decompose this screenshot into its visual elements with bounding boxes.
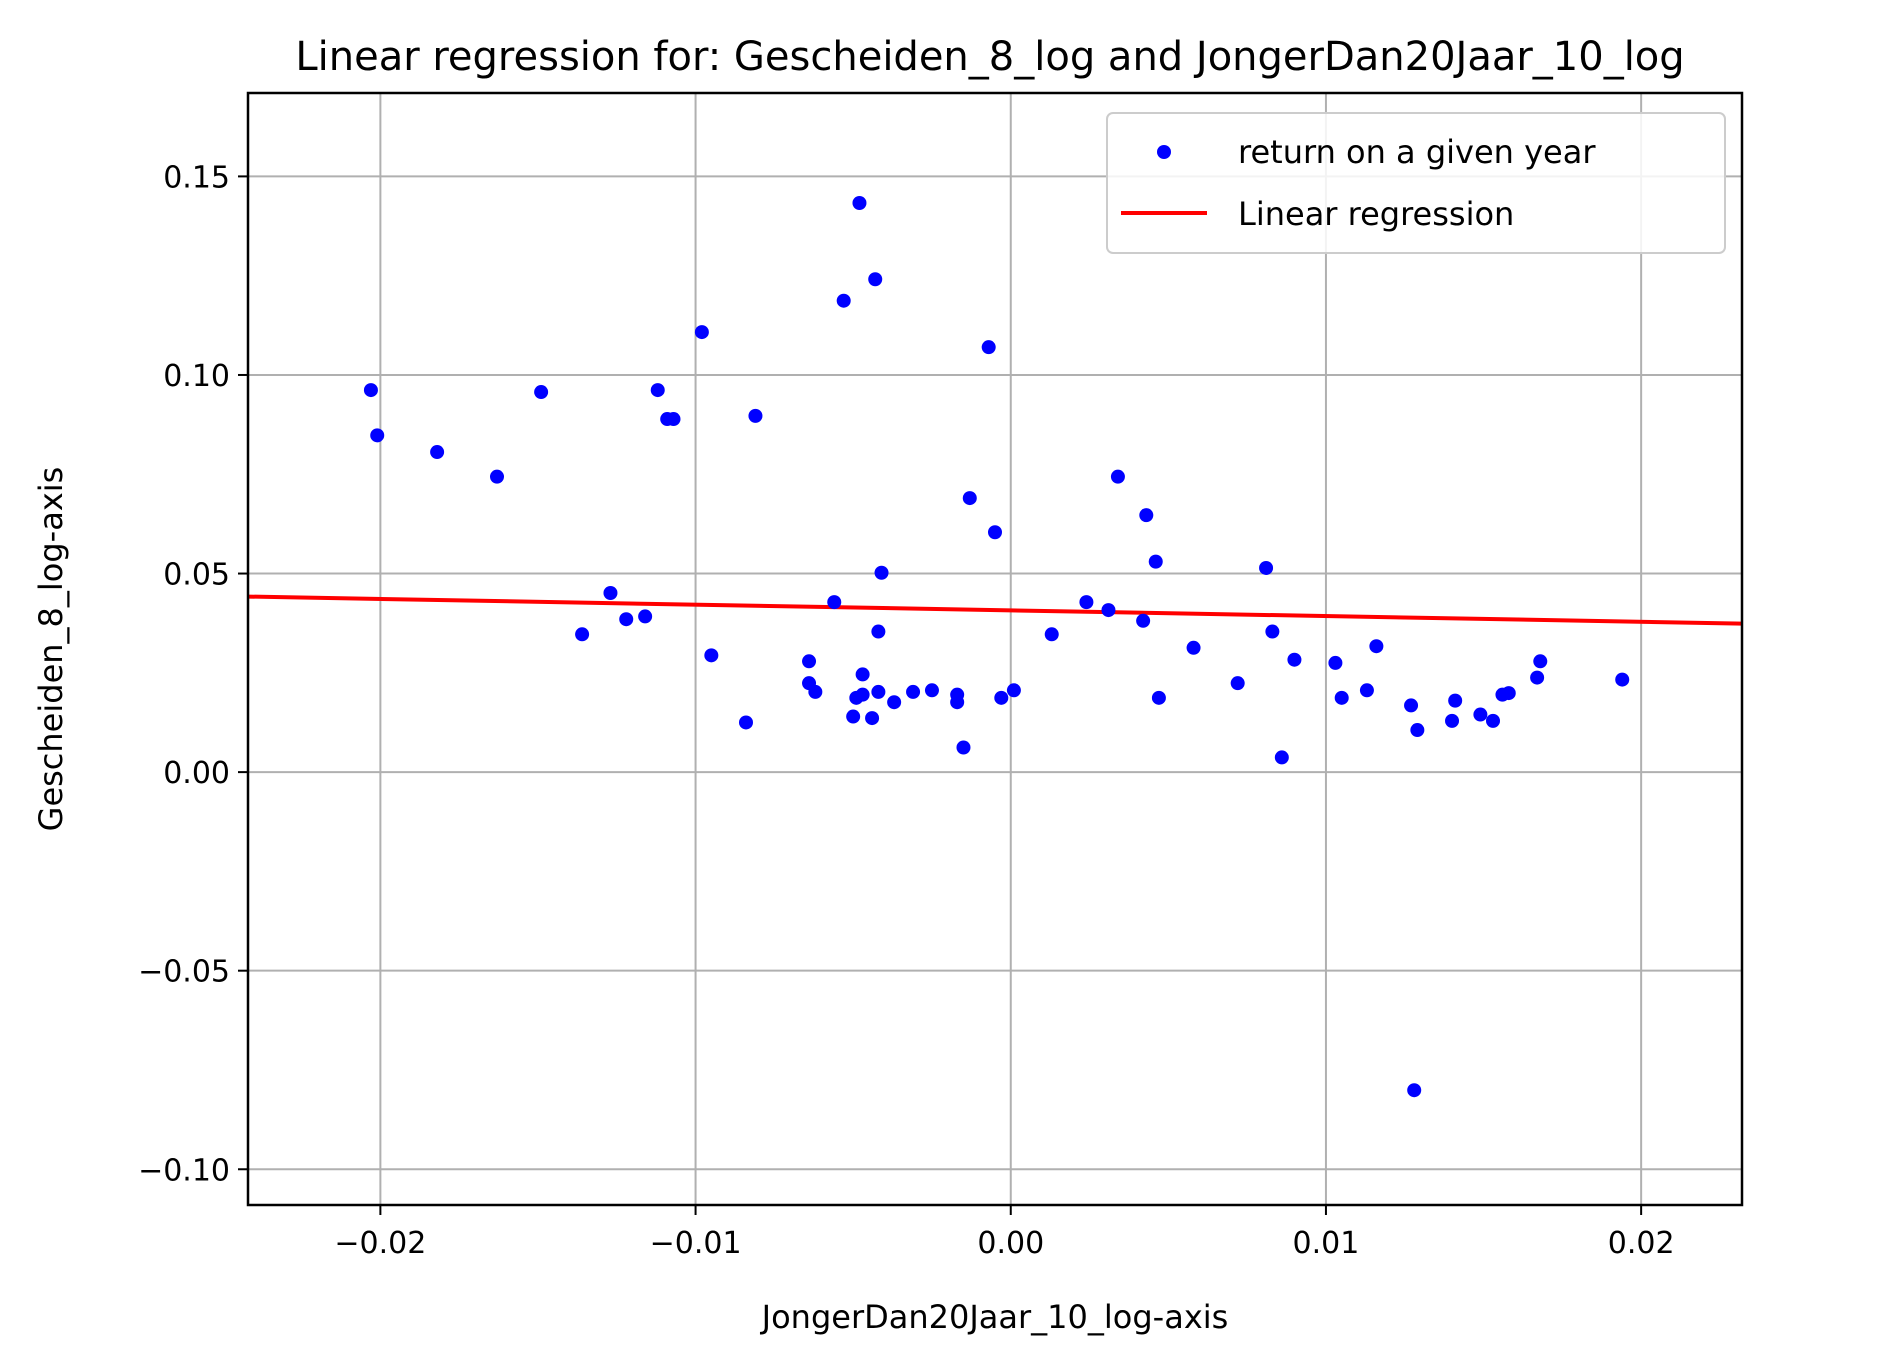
legend-label-regression: Linear regression [1238,195,1514,233]
x-axis-label: JongerDan20Jaar_10_log-axis [760,1298,1229,1336]
regression-line [247,594,1743,626]
data-point [1186,640,1201,655]
data-point [981,340,996,355]
data-point [1501,686,1516,701]
data-point [1448,693,1463,708]
data-point [748,408,763,423]
data-point [363,383,378,398]
data-point [1533,654,1548,669]
data-point [836,293,851,308]
chart-title: Linear regression for: Gescheiden_8_log … [295,34,1684,80]
x-tick-label: 0.00 [977,1226,1044,1261]
data-point [650,383,665,398]
data-point [906,684,921,699]
data-point [704,648,719,663]
y-axis-ticks: −0.10 −0.05 0.00 0.05 0.10 0.15 [138,160,248,1188]
data-point [1136,613,1151,628]
data-point [1287,652,1302,667]
data-point [1334,690,1349,705]
data-point [855,687,870,702]
x-axis-ticks: −0.02 −0.01 0.00 0.01 0.02 [334,1205,1675,1261]
data-point [846,709,861,724]
y-tick-label: −0.05 [138,955,230,990]
y-tick-label: 0.10 [163,359,230,394]
x-tick-label: −0.02 [334,1226,426,1261]
data-point [1410,723,1425,738]
data-point [924,683,939,698]
y-tick-label: −0.10 [138,1153,230,1188]
data-point [1274,750,1289,765]
data-point [802,654,817,669]
data-point [1044,627,1059,642]
data-point [1359,683,1374,698]
data-point [1473,707,1488,722]
data-point [871,624,886,639]
data-point [994,690,1009,705]
y-axis-label: Gescheiden_8_log-axis [32,467,70,832]
x-tick-label: 0.02 [1608,1226,1675,1261]
data-point [1615,672,1630,687]
data-point [1404,698,1419,713]
data-point [1445,713,1460,728]
data-point [988,525,1002,540]
data-point [950,695,965,710]
data-point [575,627,590,642]
data-point [1530,670,1545,685]
y-tick-label: 0.05 [163,558,230,593]
data-point [739,715,753,730]
data-point [887,695,902,710]
data-point [490,469,504,484]
data-point [603,586,618,601]
x-tick-label: −0.01 [650,1226,742,1261]
data-point [694,325,709,340]
regression-layer [247,594,1743,626]
legend-box [1106,112,1726,254]
data-point [1110,469,1125,484]
data-point [430,445,445,460]
data-point [1101,603,1116,618]
data-point [1265,624,1280,639]
y-tick-label: 0.00 [163,756,230,791]
legend-label-scatter: return on a given year [1238,133,1596,171]
data-point [1139,508,1154,523]
data-point [1407,1083,1422,1098]
scatter-points [363,196,1630,1098]
data-point [874,565,889,580]
data-point [1079,595,1094,610]
data-point [1148,554,1163,569]
x-tick-label: 0.01 [1293,1226,1360,1261]
data-point [827,595,842,610]
legend-scatter-marker [1157,145,1171,159]
data-point [1230,676,1245,691]
data-point [638,609,653,624]
data-point [855,667,870,682]
y-tick-label: 0.15 [163,160,230,195]
data-point [852,196,867,211]
data-point [1151,690,1166,705]
data-point [666,412,681,427]
data-point [962,491,977,506]
data-point [1486,713,1500,728]
data-point [865,711,880,726]
data-point [808,684,823,699]
data-point [1369,639,1384,654]
legend: return on a given year Linear regression [1106,112,1726,254]
data-point [871,684,886,699]
plot-frame [246,91,1744,1207]
data-point [619,612,634,627]
data-point [1328,655,1343,670]
data-point [1006,683,1021,698]
data-point [370,428,385,443]
data-point [1259,560,1274,575]
data-point [868,272,883,287]
data-point [534,385,549,400]
data-point [956,740,971,755]
